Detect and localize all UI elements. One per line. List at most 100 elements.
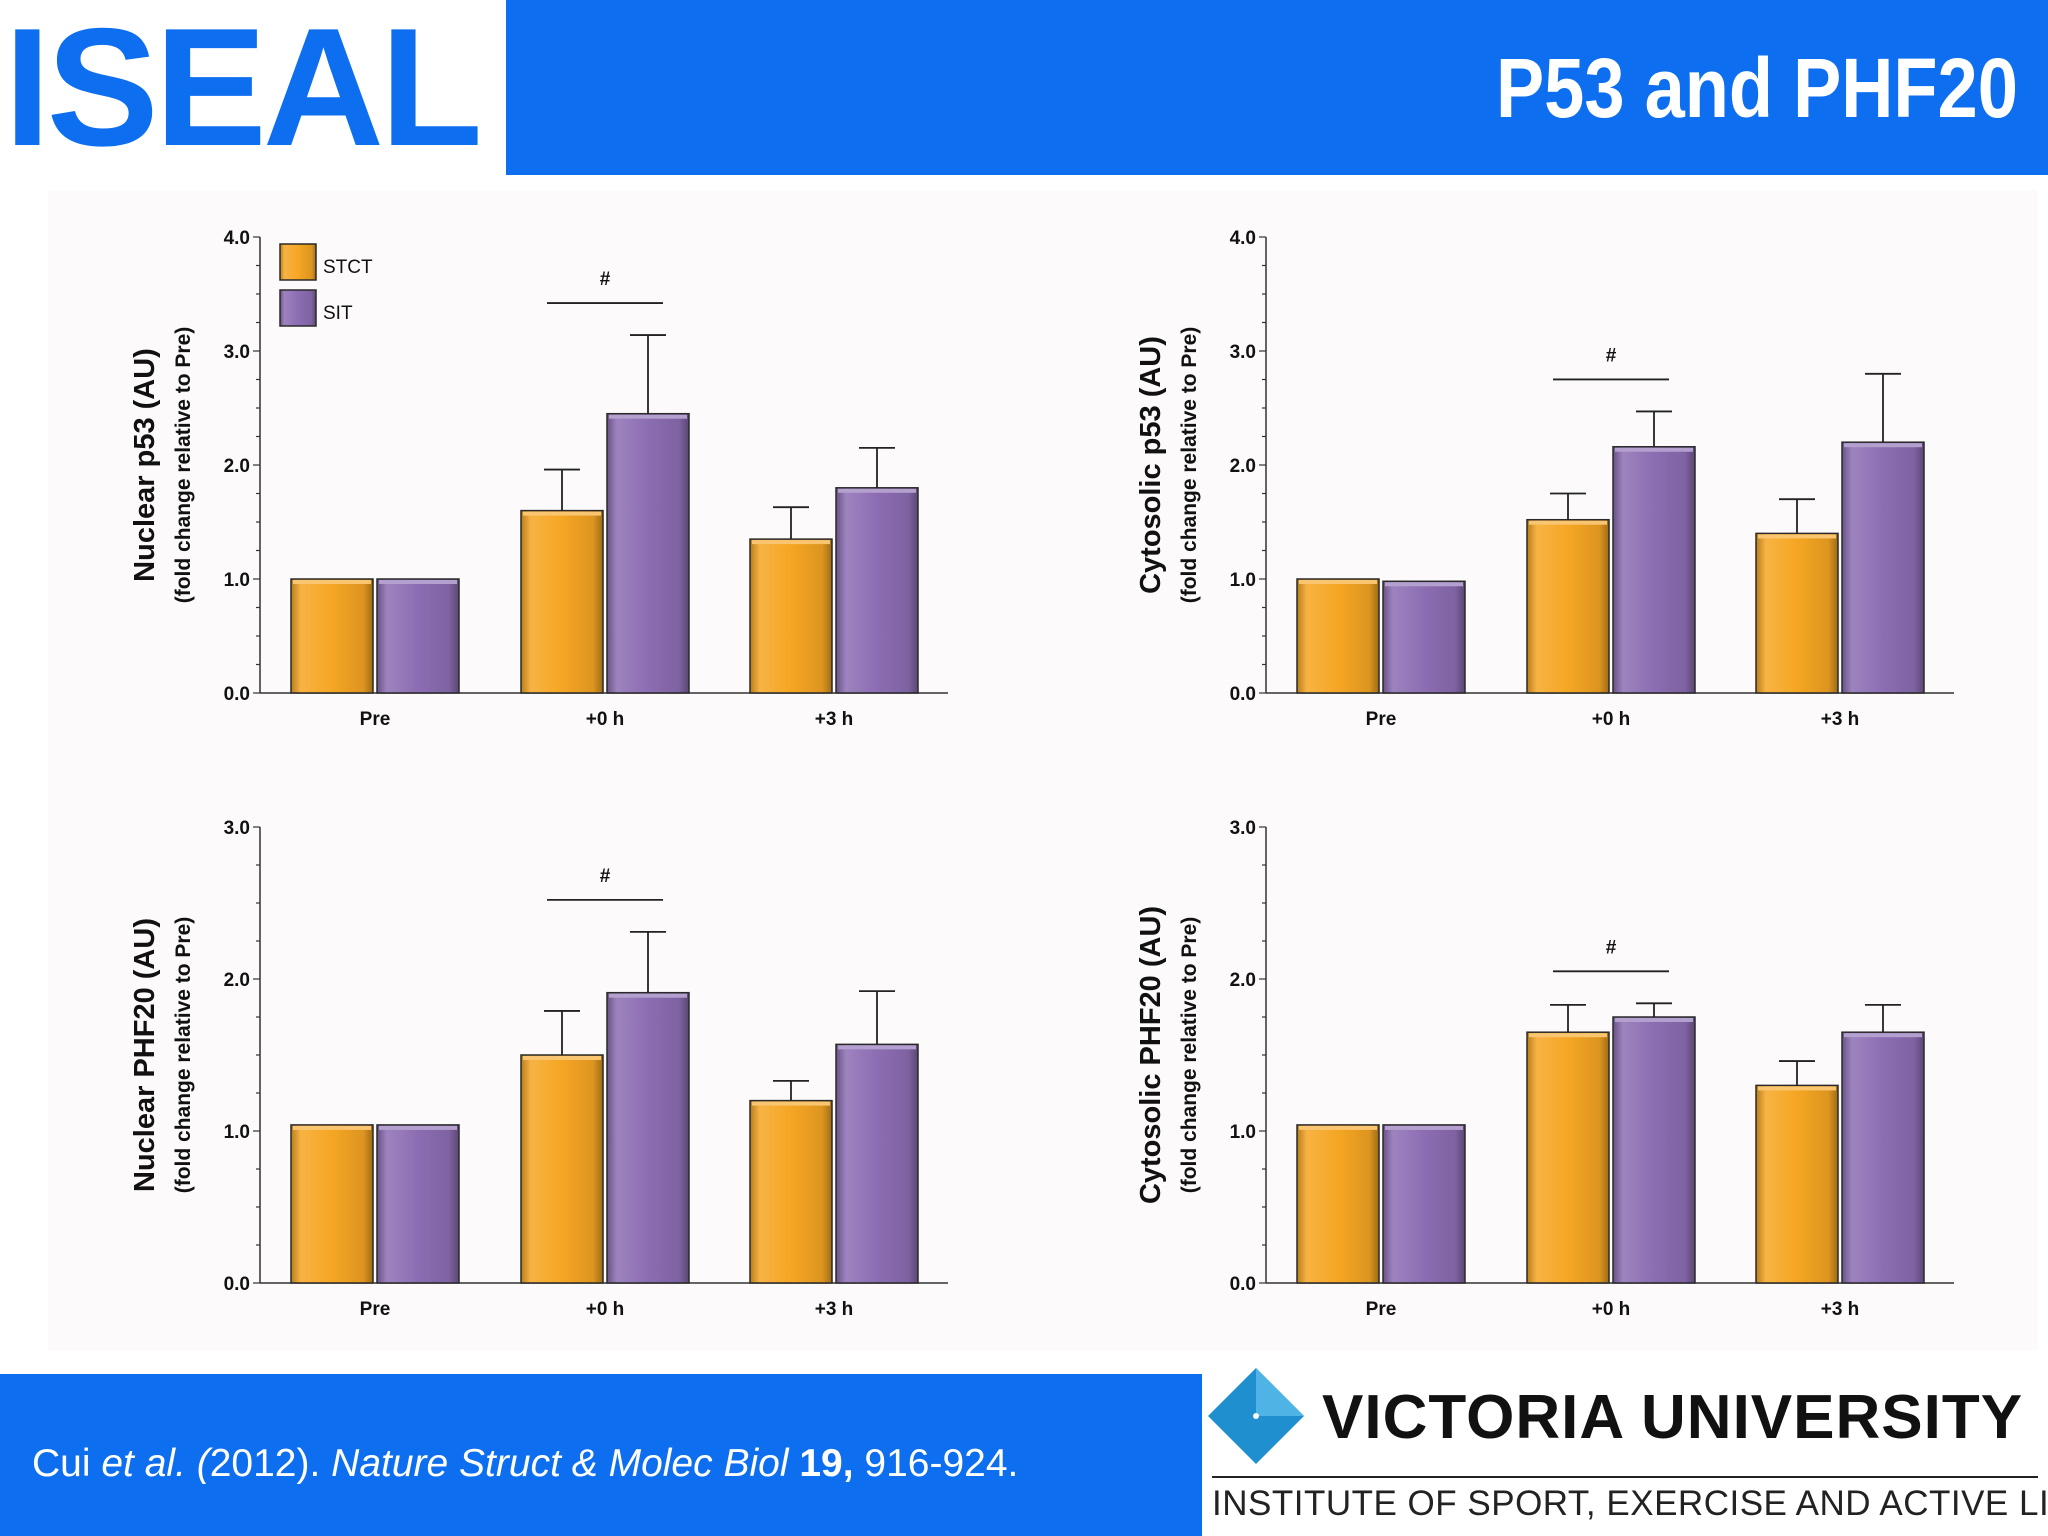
nuclear-phf20-chart: 0.0 1.0 2.0 3.0 Nuclear PHF20 (AU) (fold chan… <box>129 818 948 1320</box>
bar-highlight <box>838 1045 916 1050</box>
y-axis-subtitle: (fold change relative to Pre) <box>1178 327 1201 604</box>
y-axis-title: Cytosolic PHF20 (AU) <box>1135 906 1167 1204</box>
bar-highlight <box>523 1056 601 1060</box>
bar-stct <box>1526 518 1610 694</box>
bar-stct <box>290 1124 374 1284</box>
bar-stct <box>749 1099 833 1284</box>
y-tick-label: 4.0 <box>1230 228 1256 249</box>
y-tick-label: 3.0 <box>1230 818 1256 839</box>
bar-stct <box>1526 1031 1610 1284</box>
bar-sit <box>1382 1124 1466 1284</box>
y-tick-label: 1.0 <box>1230 570 1256 591</box>
bar-highlight <box>1615 447 1693 452</box>
bar-stct <box>1755 532 1839 694</box>
legend-swatch-stct <box>279 243 317 281</box>
bar-highlight <box>1529 1033 1607 1038</box>
y-tick-label: 0.0 <box>1230 1274 1256 1295</box>
legend-label-sit: SIT <box>323 303 353 324</box>
x-tick-label: +3 h <box>815 1299 854 1320</box>
bar-highlight <box>1844 1033 1922 1038</box>
title-bar: P53 and PHF20 <box>506 0 2048 175</box>
y-tick-label: 3.0 <box>224 818 250 839</box>
university-logo: VICTORIA UNIVERSITY INSTITUTE OF SPORT, … <box>1202 1360 2048 1536</box>
citation-year: 2012). <box>209 1442 332 1485</box>
bar-stct <box>520 509 604 694</box>
y-tick-label: 2.0 <box>224 970 250 991</box>
y-tick-label: 2.0 <box>1230 970 1256 991</box>
bar-highlight <box>1299 580 1377 584</box>
x-tick-label: +3 h <box>1821 709 1860 730</box>
legend-swatch-sit <box>279 289 317 327</box>
cytosolic-phf20-chart: 0.0 1.0 2.0 3.0 Cytosolic PHF20 (AU) (fold ch… <box>1135 818 1954 1320</box>
significance-marker: # <box>600 269 611 290</box>
bar-sit <box>1612 446 1696 694</box>
y-tick-label: 2.0 <box>224 456 250 477</box>
y-tick-label: 1.0 <box>1230 1122 1256 1143</box>
significance-marker: # <box>600 866 611 887</box>
y-tick-label: 3.0 <box>1230 342 1256 363</box>
y-axis-title: Cytosolic p53 (AU) <box>1135 336 1167 594</box>
citation-authors: Cui <box>32 1442 102 1485</box>
y-tick-label: 0.0 <box>1230 684 1256 705</box>
bar-stct <box>1296 1124 1380 1284</box>
y-axis-title: Nuclear p53 (AU) <box>129 348 161 582</box>
citation-journal: Nature Struct & Molec Biol <box>331 1442 789 1485</box>
bar-highlight <box>752 1101 830 1106</box>
bar-sit <box>1841 1031 1925 1284</box>
bar-highlight <box>293 580 371 584</box>
x-tick-label: +3 h <box>1821 1299 1860 1320</box>
x-tick-label: +0 h <box>1592 1299 1631 1320</box>
bar-highlight <box>1529 520 1607 525</box>
bar-highlight <box>1758 534 1836 539</box>
bar-sit <box>835 1043 919 1284</box>
bar-highlight <box>379 580 457 584</box>
y-tick-label: 4.0 <box>224 228 250 249</box>
footer-bar <box>0 1374 1202 1536</box>
bar-highlight <box>838 488 916 493</box>
bar-stct <box>520 1054 604 1284</box>
bar-stct <box>749 538 833 694</box>
citation-etal: et al. ( <box>101 1442 210 1485</box>
bar-highlight <box>523 511 601 516</box>
bar-sit <box>1382 580 1466 694</box>
legend-label-stct: STCT <box>323 257 373 278</box>
y-tick-label: 0.0 <box>224 684 250 705</box>
bar-highlight <box>293 1125 371 1130</box>
x-tick-label: +0 h <box>586 709 625 730</box>
bar-highlight <box>1758 1086 1836 1091</box>
bar-sit <box>835 487 919 694</box>
bar-sit <box>376 578 460 694</box>
bar-highlight <box>1299 1125 1377 1130</box>
divider <box>1212 1476 2038 1478</box>
x-tick-label: +3 h <box>815 709 854 730</box>
citation-volume: 19, <box>788 1442 854 1485</box>
bar-sit <box>376 1124 460 1284</box>
x-tick-label: +0 h <box>586 1299 625 1320</box>
y-axis-subtitle: (fold change relative to Pre) <box>172 917 195 1194</box>
significance-marker: # <box>1606 937 1617 958</box>
iseal-logo: ISEAL <box>4 0 483 181</box>
bar-highlight <box>379 1125 457 1130</box>
bar-sit <box>606 412 690 694</box>
citation-pages: 916-924. <box>853 1442 1019 1485</box>
slide-title: P53 and PHF20 <box>1496 41 2018 135</box>
x-tick-label: Pre <box>360 709 391 730</box>
significance-marker: # <box>1606 345 1617 366</box>
x-tick-label: +0 h <box>1592 709 1631 730</box>
bar-highlight <box>609 414 687 419</box>
cytosolic-p53-chart: 0.0 1.0 2.0 3.0 4.0 Cytosolic p53 (AU) (fold c… <box>1135 228 1954 730</box>
bar-stct <box>1755 1084 1839 1284</box>
bar-sit <box>606 991 690 1284</box>
citation: Cui et al. (2012). Nature Struct & Molec… <box>32 1442 1018 1486</box>
x-tick-label: Pre <box>360 1299 391 1320</box>
y-tick-label: 1.0 <box>224 1122 250 1143</box>
bar-highlight <box>609 993 687 998</box>
y-tick-label: 2.0 <box>1230 456 1256 477</box>
y-tick-label: 0.0 <box>224 1274 250 1295</box>
bar-sit <box>1612 1016 1696 1284</box>
bar-highlight <box>1615 1018 1693 1022</box>
institute-name: INSTITUTE OF SPORT, EXERCISE AND ACTIVE … <box>1212 1484 2048 1523</box>
y-axis-subtitle: (fold change relative to Pre) <box>172 327 195 604</box>
y-tick-label: 1.0 <box>224 570 250 591</box>
y-axis-subtitle: (fold change relative to Pre) <box>1178 917 1201 1194</box>
